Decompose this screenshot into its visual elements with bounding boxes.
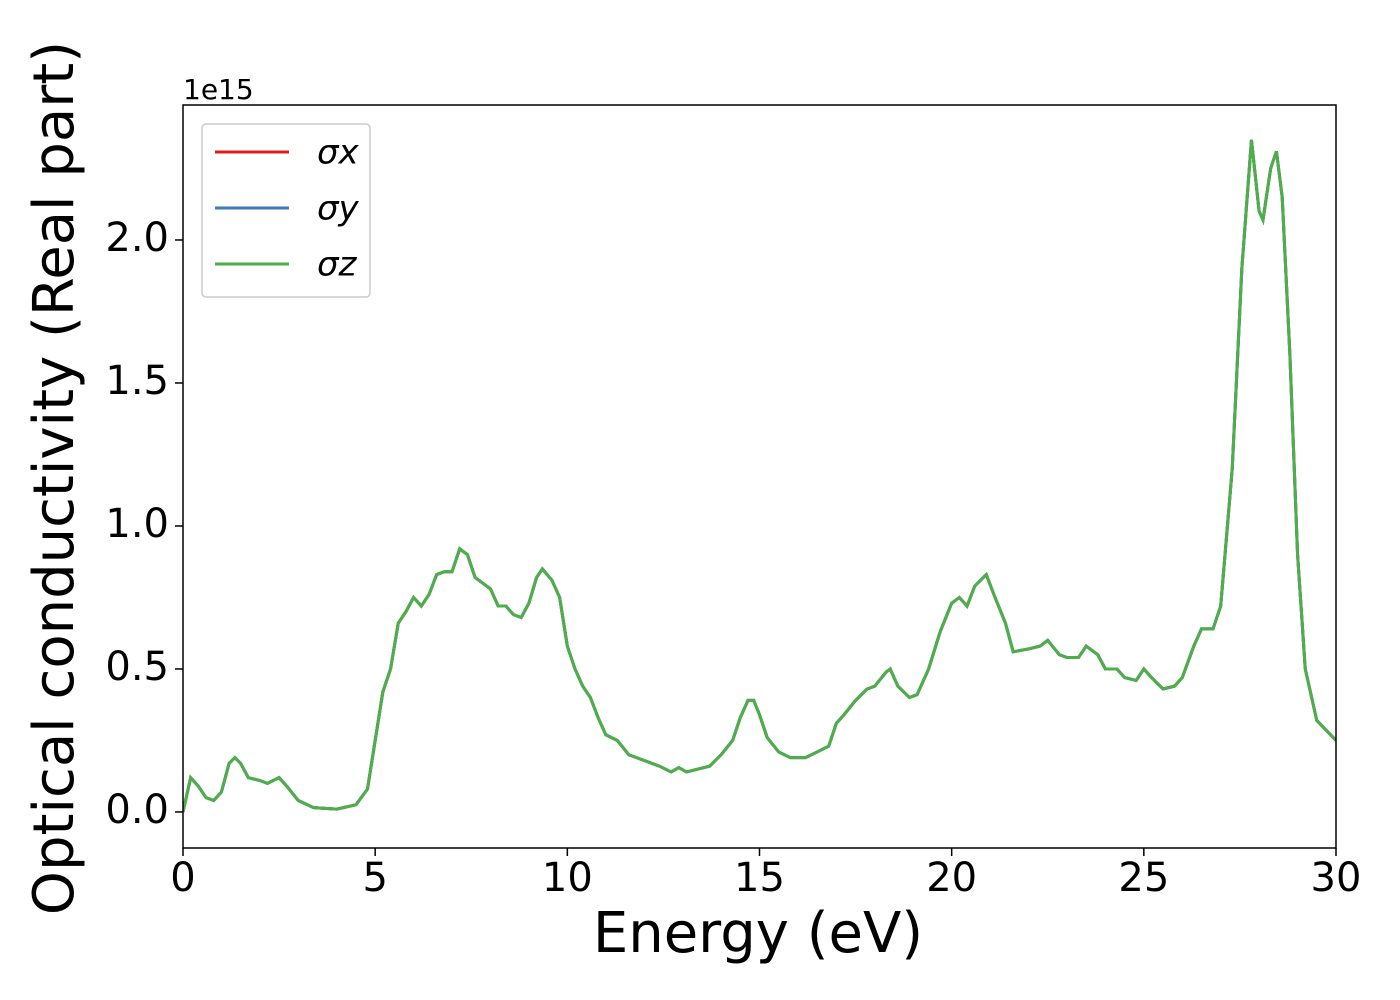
- x-tick-label: 30: [1311, 855, 1362, 901]
- legend-label: σy: [317, 189, 360, 229]
- y-tick-label: 0.5: [105, 644, 169, 690]
- y-tick-label: 2.0: [105, 215, 169, 261]
- x-axis-label: Energy (eV): [593, 901, 923, 966]
- y-axis-label: Optical conductivity (Real part): [22, 41, 87, 915]
- x-tick-label: 20: [926, 855, 977, 901]
- x-tick-label: 0: [170, 855, 195, 901]
- x-tick-label: 5: [362, 855, 387, 901]
- plot-frame: [182, 104, 1337, 849]
- legend-label: σz: [317, 245, 358, 285]
- y-tick-label: 1.0: [105, 501, 169, 547]
- legend-frame: [201, 123, 371, 298]
- legend: σx σy σz: [201, 123, 371, 298]
- line-series: [183, 139, 1336, 813]
- legend-label: σx: [317, 133, 360, 173]
- y-offset-label: 1e15: [183, 73, 254, 106]
- y-tick-label: 1.5: [105, 358, 169, 404]
- y-tick-label: 0.0: [105, 787, 169, 833]
- x-tick-label: 15: [734, 855, 785, 901]
- x-tick-label: 25: [1118, 855, 1169, 901]
- x-tick-label: 10: [542, 855, 593, 901]
